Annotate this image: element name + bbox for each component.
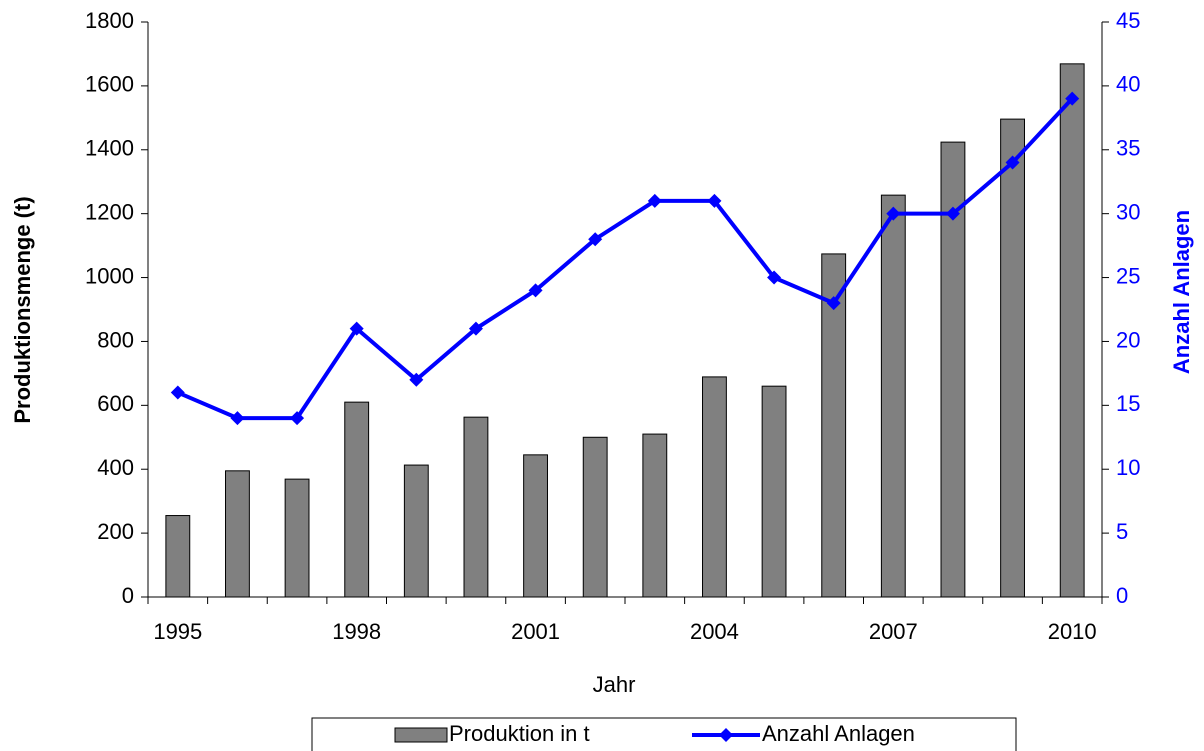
- marker: [588, 232, 603, 247]
- marker: [707, 193, 722, 208]
- x-tick-label: 1998: [332, 619, 381, 644]
- y2-tick-label: 10: [1116, 455, 1140, 480]
- y2-tick-label: 15: [1116, 391, 1140, 416]
- y2-tick-label: 25: [1116, 263, 1140, 288]
- y2-tick-label: 40: [1116, 72, 1140, 97]
- marker: [170, 385, 185, 400]
- x-tick-label: 2007: [869, 619, 918, 644]
- y-axis-title: Produktionsmenge (t): [10, 196, 35, 423]
- bar: [702, 376, 727, 598]
- marker: [230, 411, 245, 426]
- y2-tick-label: 0: [1116, 583, 1128, 608]
- x-axis-title: Jahr: [593, 672, 636, 697]
- bar: [225, 470, 250, 598]
- marker: [349, 321, 364, 336]
- y-tick-label: 400: [97, 455, 134, 480]
- marker: [468, 321, 483, 336]
- marker: [647, 193, 662, 208]
- bar: [284, 478, 310, 598]
- bar: [821, 253, 847, 598]
- legend-label: Produktion in t: [449, 721, 590, 746]
- bar: [940, 141, 966, 598]
- y-tick-label: 1800: [85, 8, 134, 33]
- y2-tick-label: 30: [1116, 199, 1140, 224]
- bar: [1000, 118, 1025, 598]
- marker: [290, 411, 305, 426]
- y2-tick-label: 45: [1116, 8, 1140, 33]
- y-tick-label: 600: [97, 391, 134, 416]
- marker: [767, 270, 782, 285]
- y-tick-label: 1600: [85, 72, 134, 97]
- y2-tick-label: 20: [1116, 327, 1140, 352]
- marker: [1065, 91, 1080, 106]
- y-tick-label: 1200: [85, 199, 134, 224]
- bar: [463, 416, 489, 598]
- y2-tick-label: 35: [1116, 136, 1140, 161]
- marker: [1005, 155, 1020, 170]
- y-tick-label: 0: [122, 583, 134, 608]
- x-tick-label: 2010: [1048, 619, 1097, 644]
- bar: [582, 436, 608, 598]
- bar: [642, 433, 668, 598]
- x-tick-label: 1995: [153, 619, 202, 644]
- bar: [344, 401, 370, 598]
- bar: [761, 385, 787, 598]
- y2-axis-title: Anzahl Anlagen: [1169, 210, 1194, 374]
- bar: [523, 454, 548, 598]
- line: [177, 97, 1074, 421]
- marker: [826, 296, 841, 311]
- bar: [165, 515, 191, 598]
- bar: [880, 194, 906, 598]
- y-tick-label: 800: [97, 327, 134, 352]
- y-tick-label: 200: [97, 519, 134, 544]
- y-tick-label: 1400: [85, 136, 134, 161]
- marker: [886, 206, 901, 221]
- y-tick-label: 1000: [85, 263, 134, 288]
- marker: [945, 206, 960, 221]
- legend-swatch: [394, 727, 448, 743]
- bar: [403, 464, 429, 598]
- y2-tick-label: 5: [1116, 519, 1128, 544]
- marker: [409, 372, 424, 387]
- x-tick-label: 2001: [511, 619, 560, 644]
- legend-marker: [719, 728, 733, 742]
- marker: [528, 283, 543, 298]
- legend-label: Anzahl Anlagen: [762, 721, 915, 746]
- bar: [1059, 63, 1085, 598]
- x-tick-label: 2004: [690, 619, 739, 644]
